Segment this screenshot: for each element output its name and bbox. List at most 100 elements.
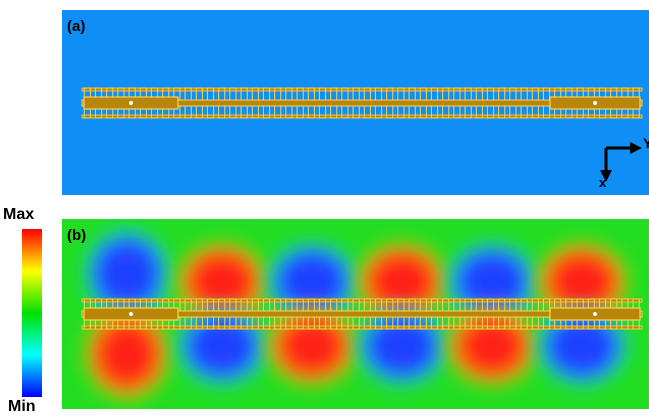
- field-lobe: [82, 226, 172, 322]
- comb-finger: [486, 316, 495, 330]
- center-strip: [81, 310, 643, 318]
- comb-finger: [352, 298, 360, 312]
- axis-y-label: Y: [643, 135, 649, 151]
- field-lobe: [82, 306, 172, 402]
- field-lobe: [174, 240, 270, 324]
- comb-finger: [285, 316, 293, 330]
- comb-finger: [397, 87, 405, 101]
- comb-finger: [229, 298, 237, 312]
- comb-finger: [442, 87, 450, 101]
- comb-finger: [274, 316, 282, 330]
- comb-finger: [486, 105, 495, 119]
- comb-finger: [374, 105, 383, 119]
- comb-finger: [464, 316, 472, 330]
- comb-finger: [251, 298, 259, 312]
- comb-finger: [430, 298, 439, 312]
- top-rail: [81, 87, 643, 92]
- comb-finger: [386, 316, 394, 330]
- comb-finger: [498, 105, 506, 119]
- layout-view: [62, 10, 649, 195]
- axes-icon: [600, 142, 642, 182]
- comb-finger: [262, 87, 271, 101]
- comb-finger: [397, 298, 405, 312]
- comb-finger: [486, 298, 495, 312]
- comb-finger: [453, 298, 461, 312]
- comb-finger: [475, 316, 483, 330]
- comb-finger: [184, 87, 192, 101]
- comb-finger: [330, 316, 338, 330]
- comb-finger: [195, 316, 203, 330]
- comb-finger: [374, 316, 383, 330]
- comb-finger: [352, 105, 360, 119]
- comb-finger: [509, 316, 517, 330]
- comb-finger: [251, 87, 259, 101]
- comb-finger: [218, 105, 226, 119]
- comb-finger: [408, 298, 416, 312]
- comb-finger: [475, 298, 483, 312]
- panel-b-field: (b): [62, 219, 649, 409]
- comb-finger: [262, 105, 271, 119]
- comb-finger: [184, 298, 192, 312]
- axis-x-label: x: [599, 175, 607, 190]
- comb-finger: [341, 105, 349, 119]
- comb-finger: [509, 105, 517, 119]
- comb-finger: [419, 298, 427, 312]
- comb-finger: [486, 87, 495, 101]
- comb-finger: [442, 105, 450, 119]
- feed-port: [129, 101, 133, 105]
- comb-finger: [520, 316, 528, 330]
- comb-finger: [318, 87, 327, 101]
- comb-finger: [229, 105, 237, 119]
- comb-finger: [251, 316, 259, 330]
- comb-finger: [386, 87, 394, 101]
- comb-finger: [307, 87, 315, 101]
- comb-finger: [531, 105, 539, 119]
- comb-finger: [274, 87, 282, 101]
- colorbar-max-label: Max: [3, 206, 35, 223]
- comb-finger: [397, 105, 405, 119]
- panel-a-layout: (a): [62, 10, 649, 195]
- panel-b-label: (b): [67, 227, 87, 244]
- comb-finger: [195, 105, 203, 119]
- comb-finger: [285, 298, 293, 312]
- comb-finger: [296, 316, 304, 330]
- comb-finger: [442, 298, 450, 312]
- comb-finger: [520, 87, 528, 101]
- comb-finger: [386, 298, 394, 312]
- comb-finger: [430, 316, 439, 330]
- comb-finger: [330, 298, 338, 312]
- field-lobe: [174, 304, 270, 388]
- comb-finger: [218, 316, 226, 330]
- comb-finger: [274, 298, 282, 312]
- comb-finger: [520, 105, 528, 119]
- comb-finger: [240, 316, 248, 330]
- comb-finger: [341, 316, 349, 330]
- comb-finger: [206, 87, 215, 101]
- comb-finger: [453, 105, 461, 119]
- comb-finger: [262, 316, 271, 330]
- comb-finger: [206, 316, 215, 330]
- comb-finger: [363, 316, 371, 330]
- comb-finger: [218, 87, 226, 101]
- comb-finger: [206, 105, 215, 119]
- comb-finger: [296, 87, 304, 101]
- comb-finger: [464, 105, 472, 119]
- comb-finger: [240, 105, 248, 119]
- comb-finger: [498, 316, 506, 330]
- comb-finger: [296, 298, 304, 312]
- comb-structure: [81, 87, 643, 119]
- comb-finger: [296, 105, 304, 119]
- center-strip: [81, 99, 643, 107]
- comb-finger: [419, 105, 427, 119]
- comb-finger: [206, 298, 215, 312]
- comb-finger: [285, 105, 293, 119]
- comb-finger: [330, 87, 338, 101]
- comb-finger: [285, 87, 293, 101]
- comb-finger: [498, 298, 506, 312]
- field-view: [62, 219, 649, 409]
- comb-finger: [397, 316, 405, 330]
- comb-finger: [184, 105, 192, 119]
- comb-finger: [542, 316, 551, 330]
- comb-finger: [318, 105, 327, 119]
- comb-finger: [453, 316, 461, 330]
